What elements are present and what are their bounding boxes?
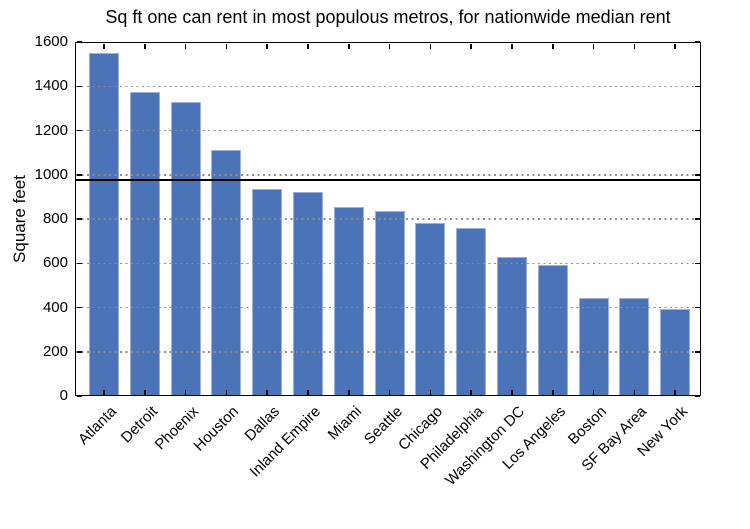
x-tick-top-0 xyxy=(103,43,105,49)
bar-miami xyxy=(333,206,364,396)
bar-los-angeles xyxy=(537,265,568,396)
gridline-800 xyxy=(76,218,700,220)
y-tick-left-800 xyxy=(76,218,82,220)
x-tick-bottom-10 xyxy=(511,389,513,395)
y-tick-left-0 xyxy=(76,395,82,397)
y-tick-left-1600 xyxy=(76,41,82,43)
y-tick-label-200: 200 xyxy=(42,342,68,360)
y-tick-right-0 xyxy=(694,395,700,397)
y-tick-label-1000: 1000 xyxy=(34,165,68,183)
gridline-600 xyxy=(76,262,700,264)
x-tick-bottom-13 xyxy=(633,389,636,395)
bar-washington-dc xyxy=(497,256,527,396)
x-tick-bottom-6 xyxy=(348,389,350,395)
y-tick-right-600 xyxy=(694,262,700,264)
x-tick-bottom-7 xyxy=(388,389,391,395)
y-tick-right-1000 xyxy=(694,174,700,176)
bar-inland-empire xyxy=(293,192,323,396)
x-tick-bottom-11 xyxy=(552,389,554,395)
x-tick-top-12 xyxy=(592,43,595,49)
x-tick-top-11 xyxy=(552,43,554,49)
x-tick-bottom-5 xyxy=(307,389,309,395)
gridline-1200 xyxy=(76,129,700,132)
bar-phoenix xyxy=(170,101,201,396)
y-tick-label-0: 0 xyxy=(59,387,68,404)
x-tick-top-1 xyxy=(144,43,146,49)
y-tick-label-1200: 1200 xyxy=(34,121,68,139)
x-tick-bottom-0 xyxy=(103,389,105,395)
bar-dallas xyxy=(252,189,283,396)
x-tick-top-13 xyxy=(633,43,636,49)
y-tick-right-400 xyxy=(694,306,700,309)
y-tick-left-1400 xyxy=(76,85,82,87)
x-tick-bottom-8 xyxy=(429,389,432,395)
bar-seattle xyxy=(374,211,405,396)
x-tick-bottom-1 xyxy=(144,389,146,395)
x-tick-top-2 xyxy=(184,43,187,49)
x-tick-top-4 xyxy=(266,43,268,49)
y-tick-left-200 xyxy=(76,351,82,353)
y-tick-right-200 xyxy=(694,351,700,353)
y-tick-right-1400 xyxy=(694,85,700,87)
x-tick-top-5 xyxy=(307,43,309,49)
y-tick-label-1400: 1400 xyxy=(34,77,68,95)
bar-boston xyxy=(578,297,609,396)
chart-title: Sq ft one can rent in most populous metr… xyxy=(105,7,671,27)
x-tick-top-3 xyxy=(225,43,228,49)
y-tick-left-1200 xyxy=(76,129,82,132)
x-tick-bottom-4 xyxy=(266,389,268,395)
y-tick-left-600 xyxy=(76,262,82,264)
y-tick-right-800 xyxy=(694,218,700,220)
x-tick-bottom-14 xyxy=(674,389,676,395)
y-tick-left-1000 xyxy=(76,174,82,176)
gridline-1000 xyxy=(76,174,700,176)
bar-detroit xyxy=(129,91,160,396)
gridline-400 xyxy=(76,306,700,309)
x-tick-top-10 xyxy=(511,43,513,49)
y-tick-right-1600 xyxy=(694,41,700,43)
y-tick-right-1200 xyxy=(694,129,700,132)
x-tick-bottom-9 xyxy=(470,389,472,395)
gridline-200 xyxy=(76,351,700,353)
y-tick-label-1600: 1600 xyxy=(34,33,68,50)
gridline-1400 xyxy=(76,85,700,87)
y-tick-label-600: 600 xyxy=(42,254,68,272)
bar-houston xyxy=(211,150,242,396)
nationwide-median-line xyxy=(76,179,700,182)
bar-sf-bay-area xyxy=(619,297,650,396)
y-tick-left-400 xyxy=(76,306,82,309)
x-tick-bottom-2 xyxy=(184,389,187,395)
x-tick-top-7 xyxy=(388,43,391,49)
bar-philadelphia xyxy=(456,227,487,396)
bar-chart-figure: Sq ft one can rent in most populous metr… xyxy=(10,7,701,489)
x-tick-bottom-3 xyxy=(225,389,228,395)
bar-chicago xyxy=(415,223,446,396)
x-tick-top-6 xyxy=(348,43,350,49)
x-tick-top-9 xyxy=(470,43,472,49)
bar-atlanta xyxy=(89,53,119,396)
x-tick-top-14 xyxy=(674,43,676,49)
y-tick-label-800: 800 xyxy=(42,210,68,227)
x-tick-bottom-12 xyxy=(592,389,595,395)
y-tick-label-400: 400 xyxy=(42,298,68,316)
x-tick-top-8 xyxy=(429,43,432,49)
